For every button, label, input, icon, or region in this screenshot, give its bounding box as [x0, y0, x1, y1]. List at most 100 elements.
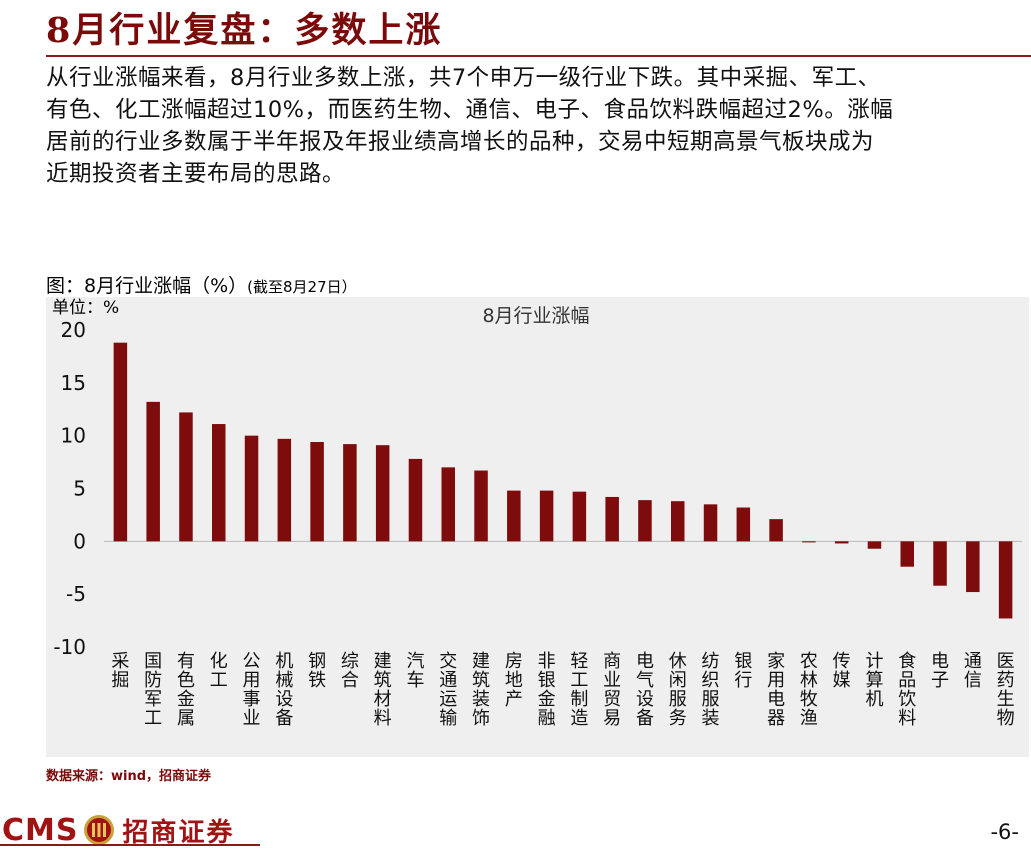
logo-text: CMS [2, 812, 79, 848]
x-tick-label: 采掘 [111, 651, 129, 691]
x-tick-char: 军 [144, 689, 162, 710]
x-tick-char: 铁 [308, 670, 326, 691]
x-tick-label: 计算机 [865, 651, 883, 710]
x-tick-char: 子 [931, 670, 949, 691]
x-tick-char: 媒 [833, 670, 851, 691]
x-tick-char: 车 [406, 670, 424, 691]
bar [441, 467, 455, 542]
x-tick-char: 生 [997, 689, 1015, 710]
x-tick-char: 国 [144, 651, 162, 672]
x-tick-char: 银 [734, 651, 752, 672]
x-tick-char: 化 [210, 651, 228, 672]
x-tick-label: 建筑装饰 [472, 651, 490, 729]
x-tick-label: 休闲服务 [669, 651, 687, 729]
x-tick-label: 汽车 [406, 651, 424, 691]
unit-label: 单位：% [52, 298, 119, 318]
page-number: -6- [990, 820, 1019, 844]
x-tick-label: 通信 [964, 651, 982, 691]
x-tick-char: 金 [538, 689, 556, 710]
logo-cn-text: 招商证券 [122, 817, 235, 848]
x-tick-char: 汽 [406, 651, 424, 672]
x-tick-label: 有色金属 [177, 651, 195, 729]
y-tick-label: 20 [61, 318, 86, 342]
x-tick-char: 机 [275, 651, 293, 672]
x-tick-char: 装 [702, 708, 720, 729]
x-tick-char: 材 [374, 689, 392, 710]
x-tick-label: 家用电器 [767, 651, 785, 729]
chart-area: 单位：% 8月行业涨幅 20 15 10 5 0 -5 -10 采掘 国防军工 有色金属 化工 公用事业机… [46, 297, 1029, 757]
bar [375, 445, 390, 542]
x-tick-label: 医药生物 [997, 651, 1015, 729]
bar [572, 491, 587, 542]
x-tick-char: 产 [505, 689, 523, 710]
x-tick-char: 饰 [472, 708, 490, 729]
x-tick-label: 电气设备 [636, 651, 654, 729]
x-tick-char: 地 [505, 670, 523, 691]
x-tick-char: 易 [603, 708, 621, 729]
bar [539, 490, 554, 542]
x-tick-char: 建 [374, 651, 392, 672]
x-tick-char: 筑 [374, 670, 392, 691]
x-tick-char: 装 [472, 689, 490, 710]
x-tick-char: 备 [636, 708, 654, 729]
x-tick-char: 算 [865, 670, 883, 691]
bar [408, 458, 423, 542]
x-tick-char: 合 [341, 670, 359, 691]
bar [933, 541, 947, 586]
x-tick-char: 药 [997, 670, 1015, 691]
bar [638, 500, 652, 542]
x-tick-char: 非 [538, 651, 556, 672]
y-tick-label: 10 [61, 424, 86, 448]
x-tick-char: 电 [636, 651, 654, 672]
x-tick-label: 钢铁 [308, 651, 326, 691]
figure-title: 图：8月行业涨幅（%）(截至8月27日） [46, 271, 357, 298]
x-tick-label: 商业贸易 [603, 651, 621, 729]
brand-logo: CMS 招商证券 [2, 812, 235, 848]
bar [179, 412, 193, 542]
x-tick-char: 品 [898, 670, 916, 691]
x-tick-char: 牧 [800, 689, 818, 710]
x-tick-char: 贸 [603, 689, 621, 710]
x-tick-char: 轻 [570, 651, 588, 672]
figure-title-text: 图：8月行业涨幅（%） [46, 275, 248, 297]
x-tick-char: 器 [767, 708, 785, 729]
bar [474, 470, 488, 542]
x-tick-char: 房 [505, 651, 523, 672]
x-tick-char: 制 [570, 689, 588, 710]
bar [212, 424, 226, 542]
title-divider [46, 55, 1031, 57]
bar [736, 507, 751, 542]
x-tick-char: 传 [833, 651, 851, 672]
bar [834, 541, 849, 544]
x-tick-char: 休 [669, 651, 687, 672]
x-tick-char: 备 [275, 708, 293, 729]
bar [277, 438, 292, 542]
x-tick-char: 银 [538, 670, 556, 691]
x-tick-label: 综合 [341, 651, 359, 691]
x-tick-char: 医 [997, 651, 1015, 672]
y-tick-label: -5 [66, 582, 86, 606]
x-tick-char: 建 [472, 651, 490, 672]
x-tick-char: 交 [439, 651, 457, 672]
x-tick-char: 农 [800, 651, 818, 672]
x-tick-char: 设 [275, 689, 293, 710]
bar [769, 519, 783, 542]
footer-divider [0, 844, 260, 846]
x-tick-char: 气 [636, 670, 654, 691]
bar [605, 496, 619, 542]
x-tick-char: 造 [570, 708, 588, 729]
bar [900, 541, 914, 567]
y-tick-label: -10 [53, 635, 86, 659]
x-tick-label: 电子 [931, 651, 949, 691]
x-tick-char: 钢 [308, 651, 326, 672]
x-tick-char: 料 [374, 708, 392, 729]
x-tick-label: 建筑材料 [374, 651, 392, 729]
x-tick-label: 交通运输 [439, 651, 457, 729]
x-tick-char: 闲 [669, 670, 687, 691]
chart-title: 8月行业涨幅 [482, 305, 589, 327]
x-tick-char: 商 [603, 651, 621, 672]
x-tick-char: 饮 [898, 689, 916, 710]
x-tick-char: 业 [603, 670, 621, 691]
x-tick-char: 行 [734, 670, 752, 691]
x-tick-char: 信 [964, 670, 982, 691]
